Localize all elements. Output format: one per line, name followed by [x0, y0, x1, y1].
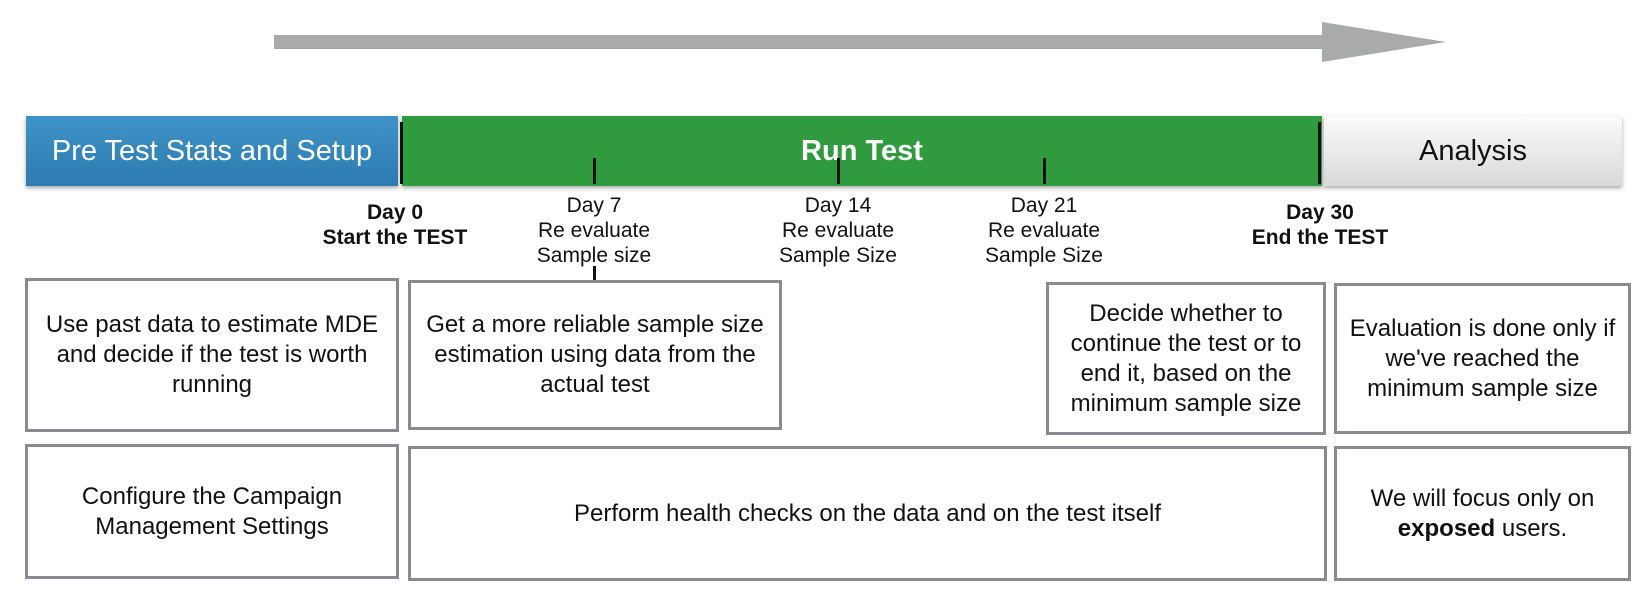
milestone-day30-note: End the TEST — [1251, 226, 1389, 249]
milestone-day21-line1: Re evaluate — [987, 219, 1101, 242]
focus-after: users. — [1495, 514, 1568, 542]
phase-run-test: Run Test — [402, 116, 1322, 186]
focus-before: We will focus only on — [1370, 484, 1595, 512]
milestone-day21-day: Day 21 — [1010, 194, 1078, 217]
milestone-day0: Day 0 Start the TEST — [323, 200, 468, 250]
milestone-day0-day: Day 0 — [366, 201, 424, 224]
connector-day7 — [593, 266, 596, 282]
box-reliable-sample-text: Get a more reliable sample size estimati… — [426, 311, 764, 398]
milestone-day7-line2: Sample size — [536, 244, 652, 267]
box-health-checks-text: Perform health checks on the data and on… — [573, 499, 1161, 527]
milestone-day30: Day 30 End the TEST — [1252, 200, 1389, 250]
timeline-arrow-shaft — [274, 35, 1329, 49]
box-decide-continue: Decide whether to continue the test or t… — [1046, 282, 1326, 435]
milestone-day21: Day 21 Re evaluate Sample Size — [985, 193, 1103, 268]
milestone-day7: Day 7 Re evaluate Sample size — [537, 193, 651, 268]
milestone-day14-line1: Re evaluate — [781, 219, 895, 242]
tick-day0 — [400, 122, 403, 184]
milestone-day30-day: Day 30 — [1286, 201, 1354, 224]
phase-pre-test: Pre Test Stats and Setup — [26, 116, 398, 186]
box-past-data-text: Use past data to estimate MDE and decide… — [45, 311, 379, 398]
box-past-data: Use past data to estimate MDE and decide… — [25, 278, 399, 432]
milestone-day7-day: Day 7 — [566, 194, 622, 217]
phase-pre-test-label: Pre Test Stats and Setup — [51, 134, 373, 167]
milestone-day0-note: Start the TEST — [322, 226, 468, 249]
tick-day7 — [593, 158, 596, 184]
milestone-day7-line1: Re evaluate — [537, 219, 651, 242]
timeline-arrow-head — [1322, 22, 1446, 62]
box-health-checks: Perform health checks on the data and on… — [408, 446, 1327, 581]
phase-analysis: Analysis — [1324, 116, 1622, 186]
box-configure: Configure the Campaign Management Settin… — [25, 444, 399, 579]
box-evaluation: Evaluation is done only if we've reached… — [1334, 283, 1631, 434]
box-configure-text: Configure the Campaign Management Settin… — [81, 482, 343, 540]
focus-bold: exposed — [1397, 514, 1496, 542]
tick-day30 — [1318, 122, 1321, 184]
phase-analysis-label: Analysis — [1419, 134, 1527, 167]
box-focus-exposed-text: We will focus only on exposed users. — [1345, 484, 1620, 544]
milestone-day14: Day 14 Re evaluate Sample Size — [779, 193, 897, 268]
box-reliable-sample: Get a more reliable sample size estimati… — [408, 280, 782, 430]
tick-day21 — [1043, 158, 1046, 184]
box-evaluation-text: Evaluation is done only if we've reached… — [1349, 314, 1616, 402]
milestone-day21-line2: Sample Size — [985, 244, 1103, 267]
box-focus-exposed: We will focus only on exposed users. — [1334, 446, 1631, 581]
box-decide-continue-text: Decide whether to continue the test or t… — [1070, 299, 1302, 417]
tick-day14 — [837, 158, 840, 184]
milestone-day14-day: Day 14 — [804, 194, 872, 217]
milestone-day14-line2: Sample Size — [779, 244, 897, 267]
phase-run-test-label: Run Test — [801, 134, 923, 167]
